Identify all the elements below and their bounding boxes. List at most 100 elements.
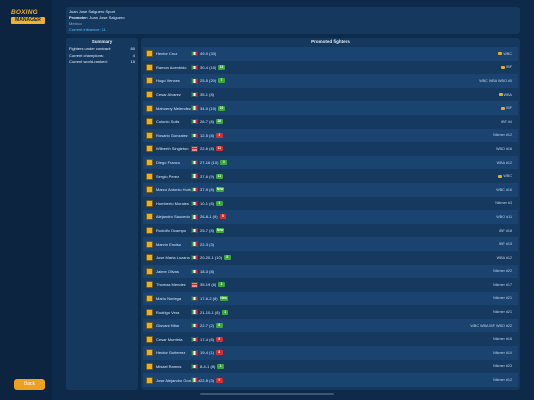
fighter-rank: WBC WBA WBO #5 [479, 79, 512, 83]
star-icon[interactable] [146, 308, 153, 316]
star-icon[interactable] [146, 335, 153, 343]
fighter-row[interactable]: Rodrigo Vera 21-10-1 (8) 1 Nikmer #21 [143, 305, 518, 319]
flag-icon [191, 214, 198, 220]
fighter-row[interactable]: Diego Franco 27-16 (10) 3 WBA #12 [143, 155, 518, 170]
fighter-row[interactable]: Marvin Enciso 22-3 (3) IBF #15 [143, 237, 518, 251]
star-icon[interactable] [146, 131, 153, 139]
fighter-row[interactable]: Jose Alejandro Gonzalez 22-8 (3) 9 Nikmer #… [143, 373, 518, 387]
fighter-row[interactable]: Ramon Acenbido 30-4 (15) 13 IBF [143, 60, 518, 75]
star-icon[interactable] [146, 145, 153, 153]
fighter-row[interactable]: Misael Ramos 8-4-1 (8) 1 Nikmer #23 [143, 359, 518, 374]
rank-text: Nikmer #22 [493, 269, 512, 274]
fighter-badge: New [216, 228, 225, 234]
back-button[interactable]: Back [14, 379, 45, 390]
fighter-record: 8-4-1 (8) [200, 363, 216, 369]
fighter-rank: IBF [501, 65, 512, 69]
flag-icon [191, 227, 198, 234]
star-icon[interactable] [146, 240, 153, 248]
fighter-name: Marvin Enciso [156, 241, 182, 247]
star-icon[interactable] [146, 294, 153, 302]
fighter-badge: 11 [216, 146, 223, 152]
star-icon[interactable] [146, 50, 153, 58]
fighter-row[interactable]: Hugo Vences 25-5 (20) 7 WBC WBA WBO #5 [143, 74, 518, 88]
star-icon[interactable] [146, 199, 153, 207]
fighter-rank: Nikmer #23 [493, 364, 512, 368]
rank-text: WBA [503, 92, 512, 97]
star-icon[interactable] [146, 349, 153, 357]
promoter-name: Juan Jose Salguero [89, 15, 125, 20]
fighter-record: 17-6-2 (8) [200, 295, 218, 301]
rank-text: Nikmer #3 [495, 201, 512, 206]
star-icon[interactable] [146, 322, 153, 330]
fighter-name: Misael Ramos [156, 363, 182, 369]
fighter-row[interactable]: Cesar Murrieta 17-4 (8) 8 Nikmer #16 [143, 332, 518, 347]
fighter-name: Marco Antonio Hurtado [156, 187, 197, 193]
star-icon[interactable] [146, 213, 153, 221]
rank-text: Nikmer #10 [493, 350, 512, 355]
fighter-record: 19-4 (1) [200, 350, 215, 356]
fighter-row[interactable]: Mario Noriega 17-6-2 (8) New Nikmer #21 [143, 291, 518, 306]
star-icon[interactable] [146, 118, 153, 126]
fighter-row[interactable]: Mahoeny Melendez 34-0 (15) 10 IBF [143, 101, 518, 115]
flag-icon [191, 268, 198, 274]
fighter-name: Mahoeny Melendez [156, 105, 191, 111]
fighter-row[interactable]: Colonio Solis 26-7 (8) 16 IBF #4 [143, 114, 518, 129]
fighter-rank: Nikmer #16 [493, 337, 512, 341]
fighter-name: Ramon Acenbido [156, 64, 187, 70]
summary-label: Fighters under contract: [69, 46, 112, 51]
fighter-name: Rosario Gonzalez [156, 132, 188, 138]
fighter-row[interactable]: Sergio Perez 37-6 (9) 11 WBC [143, 169, 518, 183]
fighter-row[interactable]: Giovani Hiba 22-7 (2) 8 WBC WBA IBF WBO #22 [143, 318, 518, 333]
fighter-name: Hector Cruz [156, 51, 178, 57]
fighter-list[interactable]: Hector Cruz 49-0 (33) WBC Ramon Acenbido 30-… [143, 47, 518, 387]
fighter-record: 21-10-1 (8) [200, 309, 220, 315]
rank-text: WBA #12 [496, 160, 512, 165]
rank-text: Nikmer #12 [493, 378, 512, 383]
star-icon[interactable] [146, 77, 153, 85]
fighter-row[interactable]: Hector Gutierrez 19-4 (1) 8 Nikmer #10 [143, 346, 518, 360]
star-icon[interactable] [146, 267, 153, 275]
fighter-row[interactable]: Humberto Morales 10-1 (8) 1 Nikmer #3 [143, 196, 518, 211]
star-icon[interactable] [146, 91, 153, 99]
fighter-row[interactable]: Wilberth Singleton 22-6 (8) 11 WBO #18 [143, 142, 518, 156]
star-icon[interactable] [146, 254, 153, 262]
fighter-row[interactable]: Hector Cruz 49-0 (33) WBC [143, 47, 518, 61]
fighter-badge: 16 [216, 119, 223, 125]
fighter-badge: 7 [218, 78, 225, 84]
fighter-row[interactable]: Jaime Olivas 18-3 (8) Nikmer #22 [143, 264, 518, 279]
fighter-row[interactable]: Jose Maria Lozano 20-20-1 (10) 8 WBA #12 [143, 250, 518, 265]
star-icon[interactable] [146, 63, 153, 71]
fighter-record: 30-4 (15) [200, 64, 217, 70]
star-icon[interactable] [146, 376, 153, 384]
fighter-row[interactable]: Alejandro Saucedo 26-8-1 (9) 5 WBO #11 [143, 210, 518, 224]
star-icon[interactable] [146, 104, 153, 112]
belt-icon [498, 93, 503, 97]
star-icon[interactable] [146, 362, 153, 370]
promotion-header: Juan Jose Salguero Sport Promoter: Juan … [66, 7, 520, 34]
rank-text: IBF [506, 106, 512, 111]
flag-icon [191, 241, 198, 247]
logo-line-1: BOXING [11, 9, 38, 16]
flag-icon [191, 350, 198, 356]
fighter-name: Humberto Morales [156, 200, 189, 206]
fighter-name: Sergio Perez [156, 173, 180, 179]
app-logo: BOXING MANAGER [11, 9, 45, 24]
star-icon[interactable] [146, 159, 153, 167]
rank-text: WBA #12 [496, 255, 512, 260]
rank-text: IBF [506, 65, 512, 70]
fighter-record: 34-0 (15) [200, 105, 217, 111]
star-icon[interactable] [146, 227, 153, 235]
fighter-row[interactable]: Thomas Mendez 35-19 (8) 1 Nikmer #17 [143, 278, 518, 292]
star-icon[interactable] [146, 281, 153, 289]
fighter-name: Cesar Alvarez [156, 92, 181, 98]
fighter-row[interactable]: Marco Antonio Hurtado 37-9 (8) New WBC #16 [143, 182, 518, 197]
fighter-row[interactable]: Rodolfo Ocampo 25-7 (8) New IBF #18 [143, 223, 518, 238]
fighter-rank: WBC WBA IBF WBO #22 [470, 324, 512, 328]
flag-icon [191, 51, 198, 57]
flag-icon [191, 146, 198, 152]
fighter-row[interactable]: Rosario Gonzalez 12-5 (8) 4 Nikmer #12 [143, 128, 518, 143]
fighter-row[interactable]: Cesar Alvarez 35-1 (8) WBA [143, 87, 518, 102]
flag-icon [191, 105, 198, 111]
star-icon[interactable] [146, 172, 153, 180]
star-icon[interactable] [146, 186, 153, 194]
